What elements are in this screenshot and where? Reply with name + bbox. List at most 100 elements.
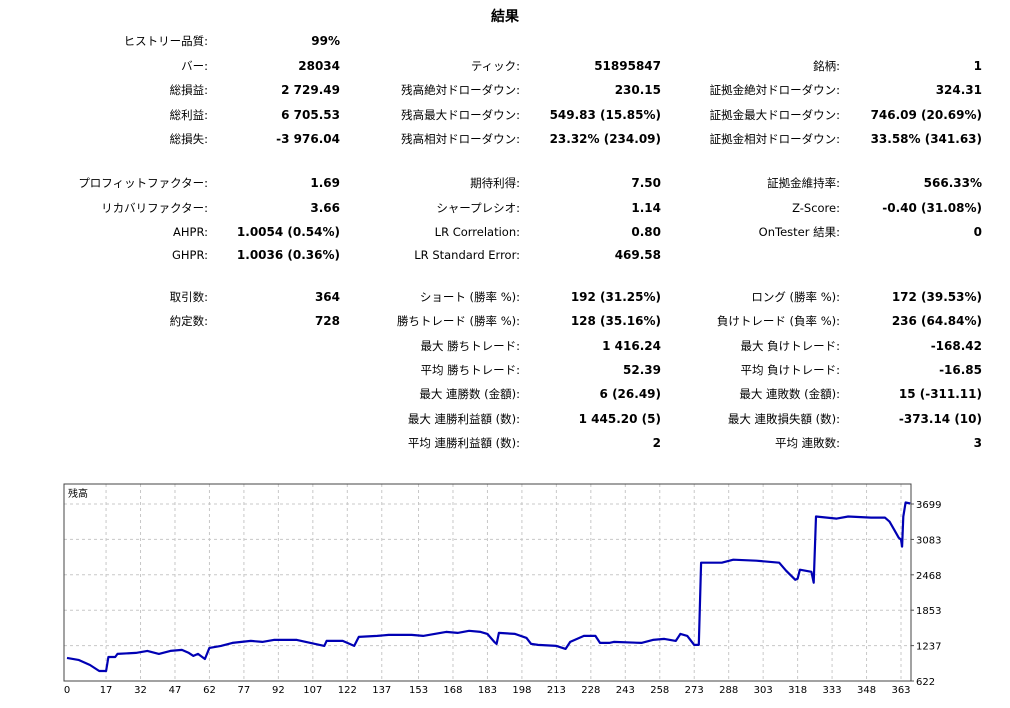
stat-label: 残高絶対ドローダウン:	[401, 83, 520, 97]
stat-label: 最大 連敗数 (金額):	[739, 387, 840, 401]
y-tick-label: 1853	[916, 606, 941, 617]
stat-label: 銘柄:	[813, 59, 840, 73]
stat-label: OnTester 結果:	[758, 225, 840, 239]
stat-value: 51895847	[594, 59, 661, 73]
y-tick-label: 622	[916, 677, 935, 688]
stat-label: リカバリファクター:	[101, 201, 208, 215]
stat-label: 取引数:	[169, 290, 208, 304]
stat-value: 0	[973, 225, 982, 239]
stat-value: 746.09 (20.69%)	[870, 108, 982, 122]
x-tick-label: 77	[238, 685, 251, 696]
stat-label: プロフィットファクター:	[78, 176, 208, 190]
stat-label: ロング (勝率 %):	[751, 290, 840, 304]
stat-label: 総利益:	[169, 108, 208, 122]
stat-label: 証拠金最大ドローダウン:	[709, 108, 840, 122]
y-tick-label: 2468	[916, 571, 941, 582]
x-tick-label: 153	[409, 685, 428, 696]
plot-border	[63, 483, 912, 682]
stat-value: 23.32% (234.09)	[549, 132, 661, 146]
stat-value: 28034	[298, 59, 340, 73]
stat-label: 平均 連敗数:	[774, 436, 840, 450]
stat-label: 総損失:	[169, 132, 208, 146]
stat-value: 7.50	[631, 176, 661, 190]
stat-label: LR Correlation:	[434, 225, 520, 239]
stat-label: 期待利得:	[470, 176, 520, 190]
x-tick-label: 47	[169, 685, 182, 696]
stat-label: シャープレシオ:	[436, 201, 520, 215]
stat-label: 勝ちトレード (勝率 %):	[396, 314, 520, 328]
stat-value: 230.15	[614, 83, 661, 97]
stat-value: 236 (64.84%)	[891, 314, 982, 328]
stat-value: 549.83 (15.85%)	[549, 108, 661, 122]
x-tick-label: 348	[857, 685, 876, 696]
stat-label: 総損益:	[169, 83, 208, 97]
stat-value: 2	[652, 436, 661, 450]
stat-value: 1 416.24	[602, 339, 661, 353]
x-tick-label: 243	[616, 685, 635, 696]
stat-label: 最大 勝ちトレード:	[420, 339, 520, 353]
stat-value: 15 (-311.11)	[898, 387, 982, 401]
stat-value: 52.39	[623, 363, 661, 377]
stat-value: 1.0054 (0.54%)	[236, 225, 340, 239]
x-tick-label: 168	[443, 685, 462, 696]
stat-value: 728	[314, 314, 340, 328]
stat-value: -373.14 (10)	[898, 412, 982, 426]
stat-value: 1.0036 (0.36%)	[236, 248, 340, 262]
stat-label: 最大 負けトレード:	[740, 339, 840, 353]
x-tick-label: 273	[685, 685, 704, 696]
stat-value: 3.66	[310, 201, 340, 215]
stat-value: 33.58% (341.63)	[870, 132, 982, 146]
stat-label: 平均 負けトレード:	[740, 363, 840, 377]
stat-value: 1 445.20 (5)	[578, 412, 661, 426]
stat-value: 99%	[311, 34, 340, 48]
stat-value: 6 (26.49)	[599, 387, 661, 401]
balance-line	[66, 501, 911, 673]
x-tick-label: 32	[134, 685, 147, 696]
y-tick-label: 3699	[916, 500, 941, 511]
stat-label: 最大 連勝数 (金額):	[419, 387, 520, 401]
x-tick-label: 228	[581, 685, 600, 696]
stat-value: -0.40 (31.08%)	[882, 201, 982, 215]
stat-label: 証拠金絶対ドローダウン:	[709, 83, 840, 97]
x-tick-label: 107	[303, 685, 322, 696]
stat-value: 566.33%	[923, 176, 982, 190]
stat-value: 364	[314, 290, 340, 304]
stat-value: 324.31	[935, 83, 982, 97]
stat-value: 469.58	[614, 248, 661, 262]
x-tick-label: 318	[788, 685, 807, 696]
stat-value: 1.69	[310, 176, 340, 190]
stat-label: 残高相対ドローダウン:	[401, 132, 520, 146]
stat-label: ショート (勝率 %):	[419, 290, 520, 304]
y-tick-label: 1237	[916, 642, 941, 653]
stat-label: 証拠金維持率:	[767, 176, 840, 190]
stat-label: 最大 連勝利益額 (数):	[407, 412, 520, 426]
stat-label: Z-Score:	[792, 201, 840, 215]
x-tick-label: 62	[203, 685, 216, 696]
stat-label: 残高最大ドローダウン:	[401, 108, 520, 122]
x-tick-label: 183	[478, 685, 497, 696]
stat-label: 負けトレード (負率 %):	[716, 314, 840, 328]
stat-label: 約定数:	[169, 314, 208, 328]
x-tick-label: 137	[372, 685, 391, 696]
stat-value: -3 976.04	[276, 132, 340, 146]
chart-title: 残高	[68, 487, 88, 500]
stat-value: 3	[973, 436, 982, 450]
stat-label: ティック:	[470, 59, 520, 73]
stat-label: 証拠金相対ドローダウン:	[709, 132, 840, 146]
stat-label: 最大 連敗損失額 (数):	[727, 412, 840, 426]
stat-value: 1.14	[631, 201, 661, 215]
stat-label: ヒストリー品質:	[123, 34, 208, 48]
x-tick-label: 333	[823, 685, 842, 696]
stat-value: -16.85	[939, 363, 982, 377]
stat-value: 128 (35.16%)	[570, 314, 661, 328]
stat-value: 6 705.53	[281, 108, 340, 122]
stat-value: -168.42	[930, 339, 982, 353]
x-tick-label: 213	[547, 685, 566, 696]
stat-value: 0.80	[631, 225, 661, 239]
x-tick-label: 92	[272, 685, 285, 696]
x-tick-label: 288	[719, 685, 738, 696]
x-tick-label: 258	[650, 685, 669, 696]
stat-label: GHPR:	[171, 248, 208, 262]
stat-label: バー:	[181, 59, 208, 73]
x-tick-label: 198	[512, 685, 531, 696]
